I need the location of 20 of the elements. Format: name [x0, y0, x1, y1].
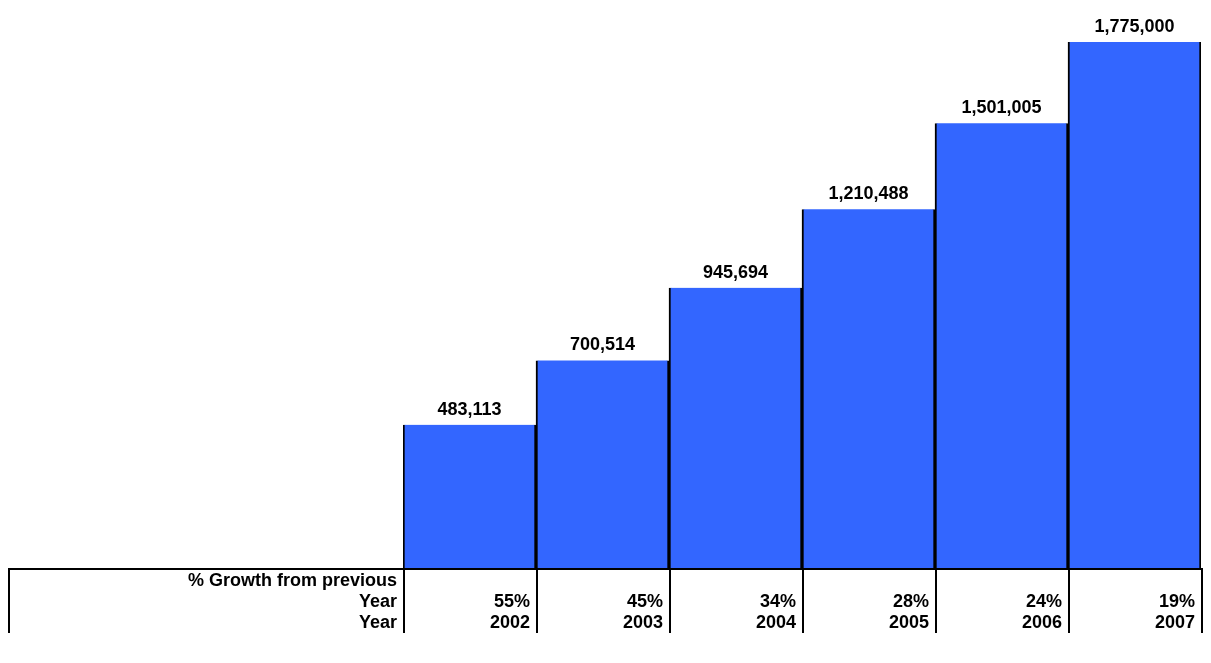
x-tick-label: 2007	[1069, 612, 1202, 633]
data-label: 1,501,005	[961, 97, 1042, 118]
data-label: 1,775,000	[1094, 15, 1175, 36]
x-tick-label: 2006	[936, 612, 1069, 633]
text: 19%	[1069, 569, 1202, 612]
text: 24%	[936, 569, 1069, 612]
x-tick-label: 2002	[404, 612, 537, 633]
text: 28%	[803, 569, 936, 612]
data-label: 1,210,488	[828, 183, 909, 204]
x-tick-label: 2004	[670, 612, 803, 633]
text: 45%	[537, 569, 670, 612]
data-label: 483,113	[437, 398, 502, 419]
data-label: 945,694	[702, 261, 769, 282]
x-tick-label: 2005	[803, 612, 936, 633]
x-axis-title: Year	[357, 612, 398, 633]
text: 55%	[404, 569, 537, 612]
x-tick-label: 2003	[537, 612, 670, 633]
data-label: 700,514	[569, 334, 636, 355]
text: % Growth from previous Year	[186, 570, 397, 612]
text: 34%	[670, 569, 803, 612]
